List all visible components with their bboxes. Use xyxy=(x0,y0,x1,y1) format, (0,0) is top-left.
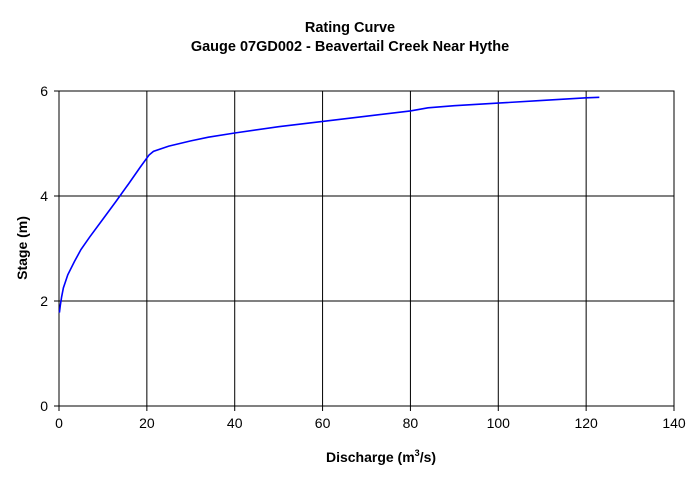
x-tick-label: 120 xyxy=(574,415,598,431)
chart-title: Rating Curve xyxy=(304,20,396,36)
y-tick-label: 4 xyxy=(40,188,48,204)
y-tick-label: 6 xyxy=(40,83,48,99)
axis-ticks xyxy=(54,90,675,411)
x-axis-title: Discharge (m3/s) xyxy=(326,448,436,465)
x-tick-label: 20 xyxy=(139,415,155,431)
x-tick-label: 140 xyxy=(662,415,686,431)
x-tick-label: 0 xyxy=(55,415,63,431)
x-tick-label: 100 xyxy=(487,415,511,431)
y-tick-label: 0 xyxy=(40,398,48,414)
x-tick-label: 40 xyxy=(227,415,243,431)
x-axis-title-suffix: /s) xyxy=(420,449,436,465)
x-axis-title-prefix: Discharge (m xyxy=(326,449,415,465)
chart-subtitle: Gauge 07GD002 - Beavertail Creek Near Hy… xyxy=(190,39,510,55)
rating-curve-line xyxy=(58,96,600,313)
x-tick-label: 60 xyxy=(315,415,331,431)
y-tick-label: 2 xyxy=(40,293,48,309)
x-axis-title-superscript: 3 xyxy=(415,448,420,458)
x-tick-label: 80 xyxy=(403,415,419,431)
tick-labels: 0 20 40 60 80 100 120 140 0 2 4 6 xyxy=(40,83,686,431)
plot-area xyxy=(58,90,675,407)
gridlines xyxy=(59,91,674,406)
y-axis-title: Stage (m) xyxy=(14,216,30,280)
